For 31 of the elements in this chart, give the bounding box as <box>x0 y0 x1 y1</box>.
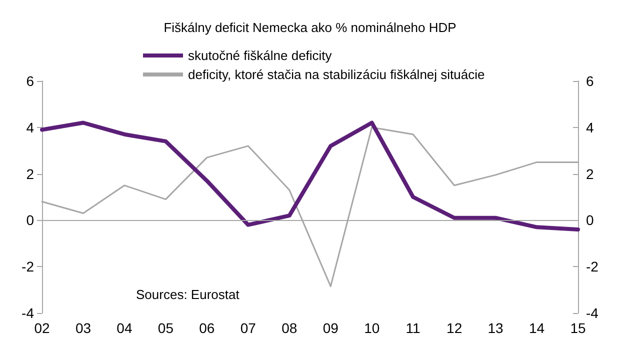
x-tick-label: 12 <box>446 320 462 336</box>
x-tick-label: 07 <box>240 320 256 336</box>
y-tick-label: 4 <box>26 119 34 136</box>
y-tick-label: 2 <box>26 166 34 182</box>
annotation: Sources: Eurostat <box>136 287 240 302</box>
x-tick-label: 11 <box>406 320 421 336</box>
legend-label: skutočné fiškálne deficity <box>188 48 332 63</box>
x-tick-label: 08 <box>282 320 298 336</box>
y2-tick-label: 6 <box>586 73 594 89</box>
y-tick-label: 6 <box>26 73 34 89</box>
x-tick-label: 13 <box>488 320 504 336</box>
y-tick-label: 0 <box>26 212 34 228</box>
line-series <box>40 120 580 232</box>
x-tick-label: 04 <box>116 320 132 336</box>
x-tick-label: 10 <box>364 320 380 336</box>
y-tick-label: -2 <box>22 258 34 275</box>
chart-title: Fiškálny deficit Nemecka ako % nominálneho HDP <box>164 20 456 35</box>
y2-tick-label: -2 <box>586 258 599 275</box>
y-tick-label: -4 <box>22 305 34 321</box>
y2-tick-label: 2 <box>586 166 594 182</box>
y2-tick-label: -4 <box>586 305 599 321</box>
x-tick-label: 14 <box>528 320 545 336</box>
x-tick-label: 02 <box>34 320 50 336</box>
x-tick-label: 03 <box>75 320 92 336</box>
legend-label: deficity, ktoré stačia na stabilizáciu fiškálnej situácie <box>188 67 485 82</box>
x-tick-label: 09 <box>322 320 339 336</box>
y2-tick-label: 4 <box>586 119 594 136</box>
x-tick-label: 06 <box>199 320 215 336</box>
y2-tick-label: 0 <box>586 212 594 228</box>
x-tick-label: 05 <box>158 320 174 336</box>
x-tick-label: 15 <box>570 320 586 336</box>
